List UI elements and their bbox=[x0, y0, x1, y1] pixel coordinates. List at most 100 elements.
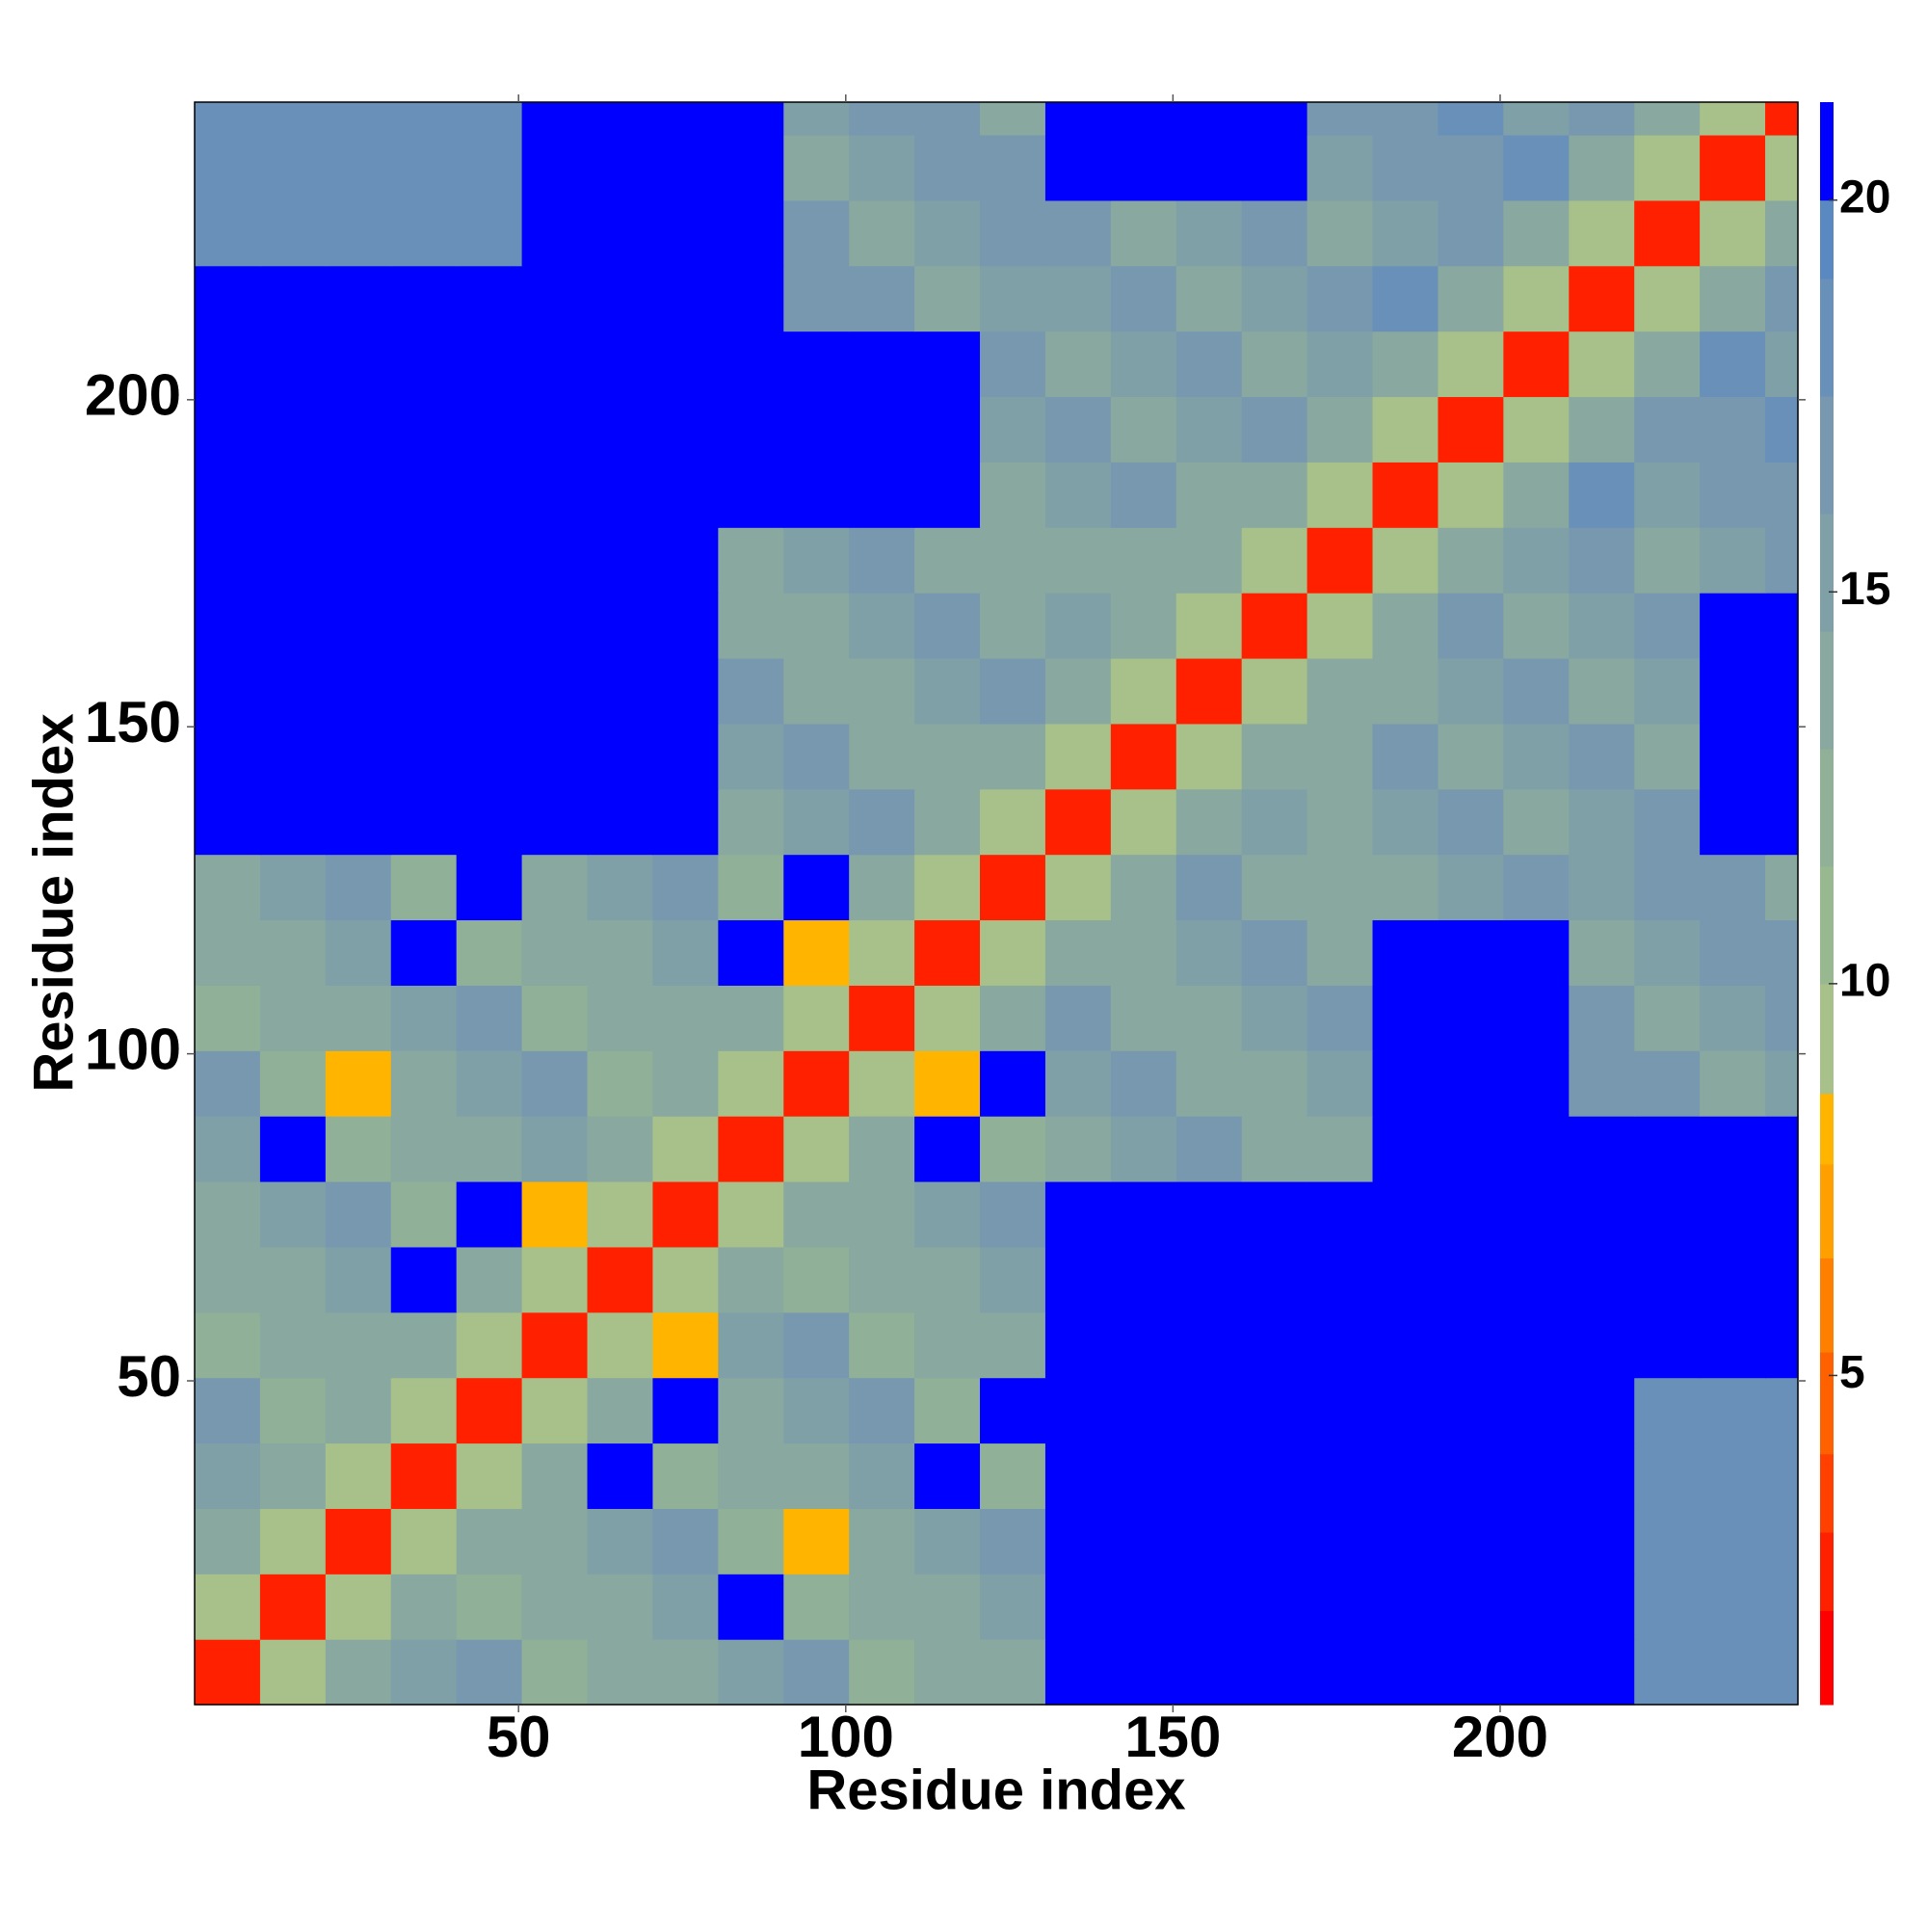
heatmap-cell bbox=[1110, 593, 1177, 659]
heatmap-cell bbox=[521, 1246, 589, 1313]
heatmap-cell bbox=[1372, 657, 1439, 725]
heatmap-cell bbox=[390, 919, 458, 986]
heatmap-cell bbox=[652, 1180, 719, 1248]
heatmap-cell bbox=[718, 854, 784, 921]
heatmap-cell bbox=[1175, 657, 1243, 725]
heatmap-cell bbox=[1634, 331, 1701, 398]
heatmap-cell bbox=[980, 788, 1046, 856]
heatmap-cell bbox=[1241, 199, 1308, 267]
heatmap-cell bbox=[1438, 1050, 1504, 1117]
heatmap-cell bbox=[259, 788, 327, 856]
heatmap-cell bbox=[849, 1377, 915, 1444]
heatmap-cell bbox=[1241, 331, 1308, 398]
heatmap-cell bbox=[783, 1508, 850, 1575]
heatmap-cell bbox=[718, 1180, 784, 1248]
heatmap-cell bbox=[1569, 102, 1635, 136]
heatmap-cell bbox=[390, 593, 458, 659]
heatmap-cell bbox=[914, 723, 981, 790]
heatmap-cell bbox=[1044, 1508, 1112, 1575]
heatmap-cell bbox=[914, 527, 981, 594]
heatmap-cell bbox=[849, 396, 915, 463]
heatmap-cell bbox=[1634, 1442, 1701, 1509]
heatmap-cell bbox=[1438, 1442, 1504, 1509]
heatmap-cell bbox=[1438, 1377, 1504, 1444]
heatmap-cell bbox=[1700, 331, 1766, 398]
heatmap-cell bbox=[783, 1246, 850, 1313]
heatmap-cell bbox=[1503, 1180, 1570, 1248]
heatmap-cell bbox=[718, 331, 784, 398]
heatmap-cell bbox=[1438, 593, 1504, 659]
heatmap-cell bbox=[1634, 527, 1701, 594]
heatmap-cell bbox=[1175, 134, 1243, 201]
heatmap-cell bbox=[195, 788, 261, 856]
heatmap-cell bbox=[1044, 1180, 1112, 1248]
heatmap-cell bbox=[783, 1050, 850, 1117]
heatmap-cell bbox=[718, 1574, 784, 1640]
heatmap-cell bbox=[1110, 331, 1177, 398]
heatmap-cell bbox=[195, 985, 261, 1051]
heatmap-cell bbox=[652, 657, 719, 725]
heatmap-cell bbox=[390, 985, 458, 1051]
heatmap-cell bbox=[783, 265, 850, 332]
heatmap-cell bbox=[1765, 919, 1799, 986]
heatmap-cell bbox=[587, 723, 654, 790]
heatmap-cell bbox=[195, 1639, 261, 1706]
heatmap-cell bbox=[456, 1311, 523, 1379]
heatmap-cell bbox=[783, 1377, 850, 1444]
heatmap-cell bbox=[1569, 396, 1635, 463]
heatmap-cell bbox=[521, 788, 589, 856]
heatmap-cell bbox=[195, 1311, 261, 1379]
heatmap-cell bbox=[1241, 788, 1308, 856]
heatmap-cell bbox=[1503, 1246, 1570, 1313]
heatmap-cell bbox=[1110, 1246, 1177, 1313]
heatmap-cell bbox=[1307, 1311, 1374, 1379]
heatmap-cell bbox=[1634, 788, 1701, 856]
heatmap-cell bbox=[1241, 1116, 1308, 1182]
heatmap-cell bbox=[1438, 331, 1504, 398]
heatmap-cell bbox=[914, 919, 981, 986]
heatmap-cell bbox=[325, 1574, 392, 1640]
heatmap-cell bbox=[718, 102, 784, 136]
heatmap-cell bbox=[1372, 265, 1439, 332]
colorbar-band bbox=[1820, 199, 1834, 279]
heatmap-cell bbox=[1765, 1311, 1799, 1379]
heatmap-cell bbox=[1503, 985, 1570, 1051]
heatmap-cell bbox=[1110, 919, 1177, 986]
heatmap-cell bbox=[1569, 788, 1635, 856]
heatmap-cell bbox=[1110, 462, 1177, 528]
heatmap-cell bbox=[259, 985, 327, 1051]
heatmap-cell bbox=[849, 919, 915, 986]
heatmap-cell bbox=[1372, 527, 1439, 594]
heatmap-cell bbox=[390, 1180, 458, 1248]
heatmap-cell bbox=[1241, 1442, 1308, 1509]
heatmap-cell bbox=[652, 919, 719, 986]
heatmap-cell bbox=[1634, 1508, 1701, 1575]
heatmap-cell bbox=[914, 199, 981, 267]
heatmap-cell bbox=[783, 723, 850, 790]
heatmap-cell bbox=[1634, 134, 1701, 201]
heatmap-cell bbox=[456, 1180, 523, 1248]
heatmap-cell bbox=[1175, 854, 1243, 921]
heatmap-cell bbox=[849, 102, 915, 136]
heatmap-cell bbox=[1765, 657, 1799, 725]
heatmap-cell bbox=[1438, 134, 1504, 201]
heatmap-cell bbox=[1372, 593, 1439, 659]
heatmap-cell bbox=[1044, 788, 1112, 856]
heatmap-cell bbox=[195, 593, 261, 659]
heatmap-cell bbox=[1044, 1246, 1112, 1313]
colorbar-tick-label: 20 bbox=[1839, 172, 1890, 223]
heatmap-cell bbox=[1765, 265, 1799, 332]
heatmap-cell bbox=[1044, 919, 1112, 986]
heatmap-cell bbox=[325, 265, 392, 332]
heatmap-cell bbox=[1372, 1639, 1439, 1706]
heatmap-cell bbox=[1110, 854, 1177, 921]
heatmap-cell bbox=[1700, 199, 1766, 267]
heatmap-cell bbox=[1372, 788, 1439, 856]
heatmap-cell bbox=[1241, 102, 1308, 136]
heatmap-cell bbox=[1175, 331, 1243, 398]
heatmap-cell bbox=[587, 396, 654, 463]
heatmap-cell bbox=[1110, 265, 1177, 332]
heatmap-cell bbox=[390, 1050, 458, 1117]
heatmap-cell bbox=[652, 102, 719, 136]
